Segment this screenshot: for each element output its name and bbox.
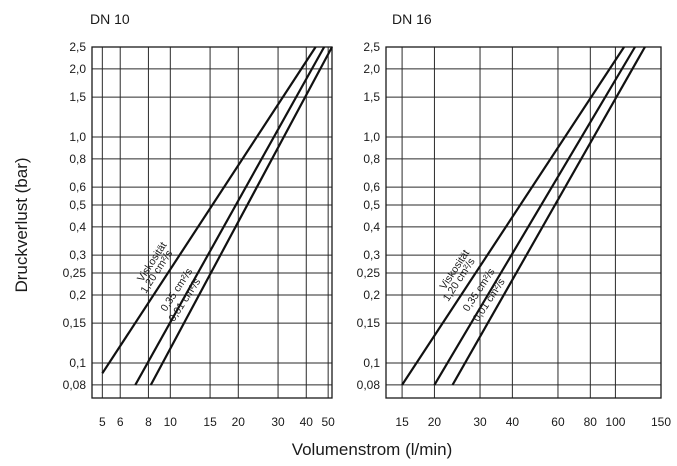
panel-1-x-tick-label: 30 xyxy=(271,415,285,429)
panel-1-y-tick-label: 0,3 xyxy=(69,248,86,262)
panel-2-y-tick-label: 0,8 xyxy=(363,152,380,166)
panel-1-x-tick-label: 20 xyxy=(232,415,246,429)
panel-1-plot-frame xyxy=(91,46,333,399)
panel-2-plot-frame xyxy=(385,46,662,399)
panel-2-y-tick-label: 0,08 xyxy=(357,378,381,392)
panel-1-y-tick-label: 0,4 xyxy=(69,220,86,234)
panel-2-x-tick-label: 60 xyxy=(551,415,565,429)
panel-1-y-tick-label: 0,6 xyxy=(69,180,86,194)
panel-2-x-tick-label: 30 xyxy=(473,415,487,429)
panel-2-x-tick-label: 100 xyxy=(605,415,625,429)
panel-2-y-tick-label: 2,5 xyxy=(363,40,380,54)
panel-2-y-tick-label: 0,3 xyxy=(363,248,380,262)
panel-2-y-tick-label: 0,1 xyxy=(363,356,380,370)
panel-2-x-tick-label: 150 xyxy=(651,415,671,429)
panel-2-x-tick-label: 80 xyxy=(584,415,598,429)
panel-1-x-tick-label: 50 xyxy=(321,415,335,429)
panel-2-series-line-2 xyxy=(433,46,636,386)
panel-2-y-tick-label: 0,5 xyxy=(363,198,380,212)
panel-2-title: DN 16 xyxy=(392,11,432,27)
panel-1-y-tick-label: 0,5 xyxy=(69,198,86,212)
panel-1-x-tick-label: 15 xyxy=(203,415,217,429)
x-axis-label: Volumenstrom (l/min) xyxy=(292,440,453,459)
panel-1-x-tick-label: 8 xyxy=(145,415,152,429)
panel-1-x-tick-label: 5 xyxy=(99,415,106,429)
panel-1-y-tick-label: 0,15 xyxy=(63,316,87,330)
panel-1-title: DN 10 xyxy=(90,11,130,27)
panel-2-series-line-1 xyxy=(401,46,625,386)
panel-1-x-tick-label: 10 xyxy=(164,415,178,429)
panel-1-y-tick-label: 2,5 xyxy=(69,40,86,54)
panel-1-y-tick-label: 0,2 xyxy=(69,288,86,302)
panel-1-series-line-2 xyxy=(134,46,326,386)
y-axis-label: Druckverlust (bar) xyxy=(12,157,31,292)
panel-2-y-tick-label: 0,6 xyxy=(363,180,380,194)
panel-1-series-line-1 xyxy=(101,46,317,374)
panel-2-x-tick-label: 15 xyxy=(395,415,409,429)
panel-2-y-tick-label: 0,25 xyxy=(357,266,381,280)
panel-1-y-tick-label: 1,0 xyxy=(69,130,86,144)
panel-2-y-tick-label: 0,2 xyxy=(363,288,380,302)
panel-2-y-tick-label: 0,15 xyxy=(357,316,381,330)
panel-1-series-line-3 xyxy=(149,46,333,386)
panel-2-y-tick-label: 1,0 xyxy=(363,130,380,144)
panel-1-y-tick-label: 0,08 xyxy=(63,378,87,392)
panel-2-series-line-3 xyxy=(451,46,646,386)
panel-1-y-tick-label: 2,0 xyxy=(69,62,86,76)
panel-2-y-tick-label: 1,5 xyxy=(363,90,380,104)
panel-1-y-tick-label: 0,8 xyxy=(69,152,86,166)
panel-1-x-tick-label: 40 xyxy=(300,415,314,429)
panel-1-y-tick-label: 0,25 xyxy=(63,266,87,280)
panel-2-x-tick-label: 20 xyxy=(428,415,442,429)
panel-2-y-tick-label: 2,0 xyxy=(363,62,380,76)
panel-1-y-tick-label: 1,5 xyxy=(69,90,86,104)
panel-2-y-tick-label: 0,4 xyxy=(363,220,380,234)
panel-1-x-tick-label: 6 xyxy=(117,415,124,429)
panel-1-y-tick-label: 0,1 xyxy=(69,356,86,370)
panel-2-x-tick-label: 40 xyxy=(506,415,520,429)
